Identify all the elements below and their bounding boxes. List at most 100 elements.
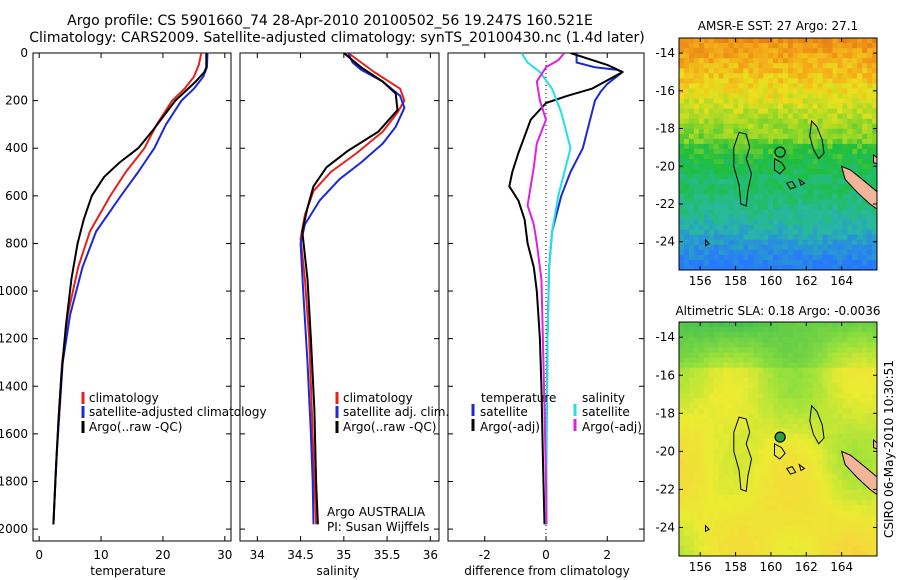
map-cell	[748, 525, 754, 532]
map-cell	[822, 357, 829, 364]
map-cell	[787, 540, 794, 547]
map-cell	[782, 123, 789, 130]
map-cell	[812, 103, 819, 110]
map-cell	[758, 413, 764, 420]
map-cell	[812, 332, 819, 338]
map-cell	[743, 500, 749, 506]
map-cell	[842, 38, 848, 44]
map-cell	[827, 439, 834, 445]
map-cell	[688, 138, 695, 145]
map-cell	[822, 474, 829, 481]
map-cell	[822, 224, 829, 231]
map-cell	[782, 259, 789, 266]
map-cell	[693, 249, 700, 256]
map-cell	[842, 515, 848, 521]
map-cell	[807, 88, 814, 95]
map-cell	[693, 367, 700, 374]
map-cell	[738, 128, 744, 135]
map-cell	[802, 239, 809, 246]
map-cell	[778, 525, 784, 532]
map-cell	[802, 454, 809, 460]
map-cell	[698, 249, 705, 256]
map-cell	[743, 383, 749, 389]
map-cell	[832, 164, 838, 170]
map-cell	[703, 214, 710, 221]
map-cell	[782, 133, 789, 140]
map-cell	[688, 540, 695, 547]
map-cell	[822, 520, 829, 527]
map-cell	[768, 393, 774, 399]
map-cell	[867, 224, 873, 231]
map-cell	[792, 48, 799, 54]
map-cell	[797, 189, 804, 195]
map-cell	[857, 58, 863, 64]
map-cell	[768, 433, 774, 440]
map-cell	[753, 184, 759, 190]
map-cell	[679, 259, 685, 266]
map-cell	[763, 449, 769, 455]
map-cell	[703, 352, 710, 359]
map-cell	[679, 53, 685, 59]
map-cell	[703, 48, 710, 54]
map-cell	[748, 234, 754, 241]
map-cell	[822, 179, 829, 185]
map-cell	[842, 108, 848, 115]
map-cell	[683, 43, 690, 49]
map-cell	[738, 224, 744, 231]
map-cell	[792, 510, 799, 516]
map-cell	[708, 500, 715, 506]
map-cell	[743, 408, 749, 415]
map-cell	[763, 78, 769, 84]
map-cell	[807, 143, 814, 150]
map-cell	[723, 500, 730, 506]
map-cell	[753, 159, 759, 165]
map-cell	[728, 454, 735, 460]
map-cell	[703, 154, 710, 160]
map-cell	[713, 204, 720, 211]
map-cell	[787, 388, 794, 394]
map-cell	[837, 454, 843, 460]
map-cell	[698, 357, 705, 364]
map-cell	[703, 184, 710, 190]
map-cell	[778, 113, 784, 120]
map-cell	[768, 234, 774, 241]
map-cell	[782, 494, 789, 501]
map-cell	[758, 545, 764, 552]
map-cell	[867, 505, 873, 511]
map-cell	[812, 68, 819, 74]
map-cell	[812, 159, 819, 165]
map-cell	[748, 479, 754, 486]
map-cell	[787, 337, 794, 343]
map-cell	[797, 43, 804, 49]
map-cell	[867, 454, 873, 460]
map-cell	[862, 403, 868, 410]
map-cell	[723, 418, 730, 425]
map-cell	[748, 367, 754, 374]
map-cell	[837, 204, 843, 211]
map-cell	[817, 108, 824, 115]
map-cell	[758, 254, 764, 261]
map-cell	[733, 73, 739, 79]
map-cell	[738, 469, 744, 476]
map-cell	[862, 372, 868, 379]
map-cell	[693, 520, 700, 527]
map-cell	[728, 540, 735, 547]
map-cell	[703, 449, 710, 455]
map-cell	[728, 388, 735, 394]
map-cell	[867, 520, 873, 527]
series-salinity-argo-adj	[526, 53, 566, 525]
map-cell	[748, 439, 754, 445]
map-cell	[683, 53, 690, 59]
map-cell	[683, 98, 690, 105]
map-cell	[807, 254, 814, 261]
map-cell	[807, 377, 814, 384]
map-cell	[723, 494, 730, 501]
map-cell	[802, 184, 809, 190]
map-cell	[842, 474, 848, 481]
map-cell	[778, 184, 784, 190]
map-cell	[797, 423, 804, 430]
map-cell	[753, 413, 759, 420]
map-cell	[827, 133, 834, 140]
map-cell	[817, 408, 824, 415]
map-cell	[693, 234, 700, 241]
